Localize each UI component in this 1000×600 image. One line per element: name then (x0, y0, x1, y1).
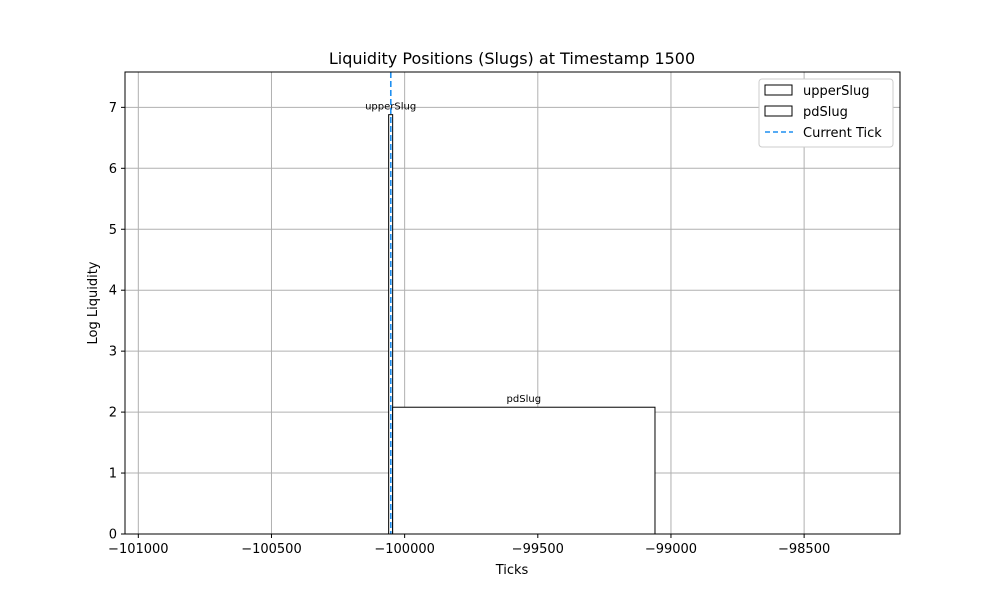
x-tick-label: −99500 (512, 542, 564, 557)
legend-box (758, 78, 894, 148)
y-axis: 0 1 2 3 4 5 6 7 (109, 101, 125, 543)
y-tick-label: 7 (109, 101, 117, 116)
legend: upperSlug pdSlug Current Tick (758, 78, 894, 148)
legend-label-current-tick: Current Tick (803, 126, 882, 141)
plot-frame (124, 71, 901, 535)
chart-title: Liquidity Positions (Slugs) at Timestamp… (329, 49, 695, 68)
legend-swatch-pdslug (764, 105, 793, 117)
x-tick-label: −99000 (645, 542, 697, 557)
x-tick-label: −101000 (108, 542, 169, 557)
x-axis-label: Ticks (495, 563, 529, 578)
y-tick-label: 0 (109, 528, 117, 543)
x-tick-label: −98500 (778, 542, 830, 557)
y-tick-label: 4 (109, 284, 117, 299)
bar-label-pdslug: pdSlug (507, 394, 542, 405)
bar-pdslug (392, 406, 656, 535)
y-tick-label: 5 (109, 223, 117, 238)
bars: upperSlug pdSlug (365, 102, 656, 535)
legend-label-pdslug: pdSlug (803, 105, 848, 120)
y-tick-label: 6 (109, 162, 117, 177)
x-tick-label: −100500 (241, 542, 302, 557)
y-axis-label: Log Liquidity (86, 261, 101, 344)
x-axis: −101000 −100500 −100000 −99500 −99000 −98500 (108, 534, 830, 557)
y-tick-label: 1 (109, 467, 117, 482)
y-tick-label: 2 (109, 406, 117, 421)
bar-label-upperslug: upperSlug (365, 102, 416, 113)
legend-label-upperslug: upperSlug (803, 84, 869, 99)
x-tick-label: −100000 (374, 542, 435, 557)
legend-swatch-upperslug (764, 84, 793, 96)
y-tick-label: 3 (109, 345, 117, 360)
